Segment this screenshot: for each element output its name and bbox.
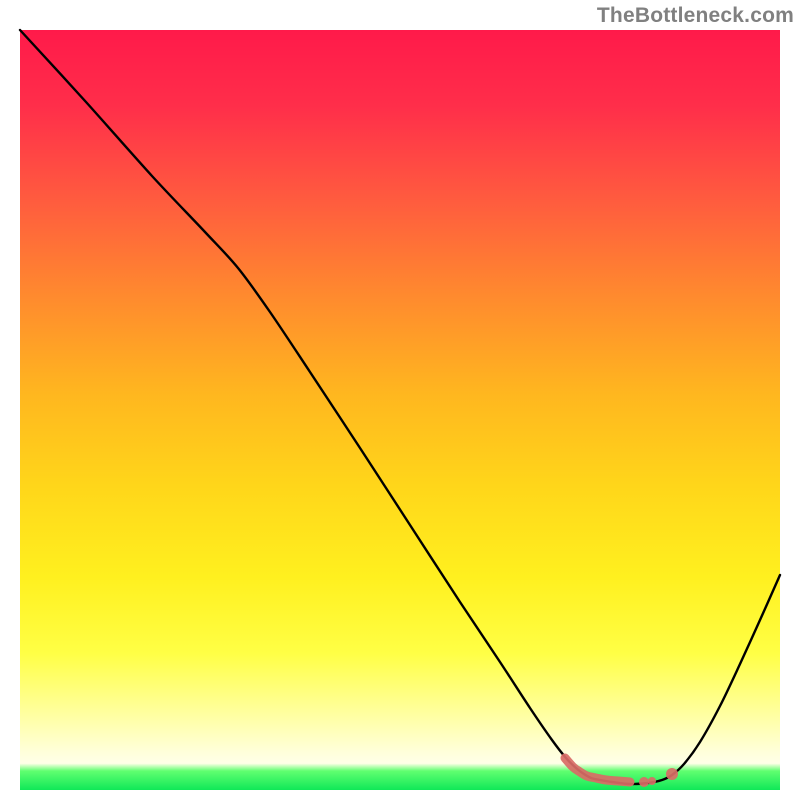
bottleneck-chart: TheBottleneck.com [0, 0, 800, 800]
chart-overlay [0, 0, 800, 800]
marker-dot [666, 768, 678, 780]
watermark-text: TheBottleneck.com [597, 4, 794, 28]
bottleneck-curve [20, 30, 780, 784]
marker-cluster-line [565, 758, 630, 782]
marker-dot [639, 777, 649, 787]
marker-dot [648, 777, 656, 785]
marker-dots [639, 768, 678, 787]
